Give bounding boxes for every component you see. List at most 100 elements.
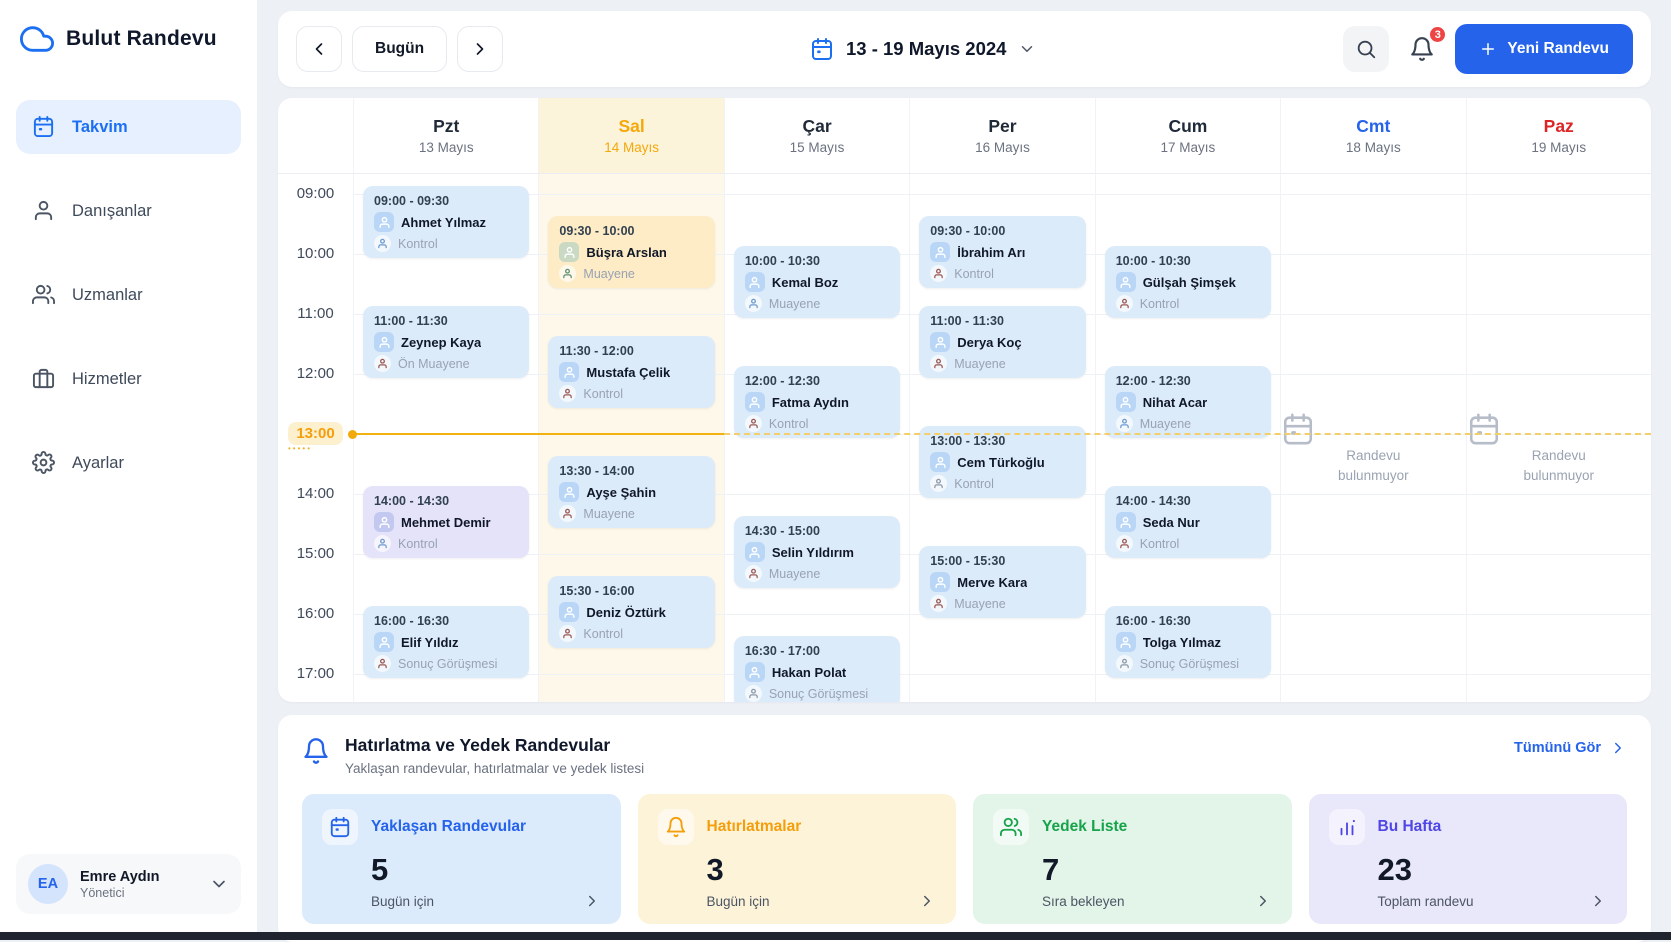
sidebar-item-ayarlar[interactable]: Ayarlar (16, 436, 241, 490)
staff-avatar-icon (559, 625, 577, 642)
chevron-down-icon[interactable] (209, 874, 229, 894)
next-week-button[interactable] (457, 26, 504, 72)
no-appointments-label: Randevu bulunmuyor (1338, 448, 1409, 484)
patient-avatar-icon (559, 362, 580, 382)
current-hour-dots: ••••• (288, 444, 313, 453)
stat-caption: Toplam randevu (1377, 893, 1474, 909)
appointment-card[interactable]: 11:00 - 11:30 Zeynep Kaya Ön Muayene (363, 306, 530, 378)
today-button[interactable]: Bugün (352, 26, 448, 72)
calendar-icon (1281, 412, 1465, 446)
search-button[interactable] (1343, 26, 1390, 72)
staff-avatar-icon (1115, 535, 1133, 552)
appointment-time: 16:00 - 16:30 (374, 614, 450, 628)
patient-name: Ahmet Yılmaz (401, 214, 487, 230)
day-header-sal: Sal 14 Mayıs (538, 98, 724, 173)
appointment-card[interactable]: 13:30 - 14:00 Ayşe Şahin Muayene (548, 456, 715, 528)
calendar-icon (322, 809, 358, 845)
appointment-card[interactable]: 15:30 - 16:00 Deniz Öztürk Kontrol (548, 576, 715, 648)
day-column-çar: 10:00 - 10:30 Kemal Boz Muayene 12:00 - … (723, 174, 910, 702)
sidebar-item-danisanlar[interactable]: Danışanlar (16, 184, 241, 238)
hour-text: 10:00 (296, 245, 335, 262)
see-all-link[interactable]: Tümünü Gör (1514, 739, 1627, 757)
topbar: Bugün 13 - 19 Mayıs 2024 3 Yeni Randevu (278, 11, 1651, 87)
chevron-right-icon[interactable] (918, 892, 936, 910)
appointment-card[interactable]: 14:00 - 14:30 Seda Nur Kontrol (1104, 486, 1272, 558)
chevron-right-icon (470, 39, 490, 59)
new-appointment-button[interactable]: Yeni Randevu (1455, 24, 1633, 74)
topbar-actions: 3 Yeni Randevu (1343, 24, 1633, 74)
person-icon (32, 199, 56, 223)
briefcase-icon (32, 367, 56, 391)
day-columns: 09:00 - 09:30 Ahmet Yılmaz Kontrol 11:00… (353, 174, 1651, 702)
appointment-card[interactable]: 14:30 - 15:00 Selin Yıldırım Muayene (733, 516, 901, 588)
appointment-card[interactable]: 14:00 - 14:30 Mehmet Demir Kontrol (363, 486, 530, 558)
patient-avatar-icon (374, 512, 394, 532)
day-column-per: 09:30 - 10:00 İbrahim Arı Kontrol 11:00 … (909, 174, 1095, 702)
hour-text: 12:00 (296, 365, 335, 382)
patient-avatar-icon (930, 242, 951, 262)
calendar-icon (1467, 412, 1651, 446)
calendar-icon (32, 115, 56, 139)
user-profile-card[interactable]: EA Emre Aydın Yönetici (16, 854, 241, 914)
stat-card-green[interactable]: Yedek Liste 7 Sıra bekleyen (973, 794, 1292, 924)
patient-avatar-icon (930, 572, 951, 592)
appointment-time: 16:00 - 16:30 (1115, 614, 1191, 628)
stat-card-yellow[interactable]: Hatırlatmalar 3 Bugün için (637, 794, 956, 924)
appointment-card[interactable]: 12:00 - 12:30 Fatma Aydın Kontrol (733, 366, 901, 438)
sidebar-item-hizmetler[interactable]: Hizmetler (16, 352, 241, 406)
stat-value: 5 (371, 852, 389, 887)
date-range-picker[interactable]: 13 - 19 Mayıs 2024 (503, 37, 1343, 61)
patient-name: Ayşe Şahin (586, 484, 657, 500)
appointment-card[interactable]: 16:00 - 16:30 Elif Yıldız Sonuç Görüşmes… (363, 606, 530, 678)
sidebar-item-takvim[interactable]: Takvim (16, 100, 241, 154)
appointment-card[interactable]: 09:30 - 10:00 Büşra Arslan Muayene (548, 216, 715, 288)
day-name: Paz (1543, 116, 1574, 136)
appointment-time: 14:00 - 14:30 (374, 494, 450, 508)
appointment-card[interactable]: 10:00 - 10:30 Kemal Boz Muayene (733, 246, 901, 318)
chevron-right-icon[interactable] (1254, 892, 1272, 910)
patient-avatar-icon (1115, 272, 1136, 292)
chevron-left-icon (309, 39, 329, 59)
chevron-right-icon[interactable] (1589, 892, 1607, 910)
appointment-time: 12:00 - 12:30 (744, 374, 820, 388)
patient-name: Nihat Acar (1142, 394, 1208, 410)
hour-label: 12:00 ••••• (278, 362, 353, 385)
appointment-card[interactable]: 09:30 - 10:00 İbrahim Arı Kontrol (919, 216, 1086, 288)
appointment-card[interactable]: 11:00 - 11:30 Derya Koç Muayene (919, 306, 1086, 378)
appointment-type: Muayene (954, 356, 1006, 371)
appointment-time: 09:30 - 10:00 (559, 224, 635, 238)
sidebar-item-uzmanlar[interactable]: Uzmanlar (16, 268, 241, 322)
patient-name: Mustafa Çelik (586, 364, 671, 380)
appointment-type: Muayene (768, 566, 821, 581)
appointment-type: Kontrol (398, 236, 438, 251)
day-date: 18 Mayıs (1345, 140, 1401, 155)
appointment-time: 14:00 - 14:30 (1115, 494, 1191, 508)
sidebar-item-label: Hizmetler (72, 369, 142, 388)
hour-text: 13:00 (288, 422, 343, 445)
appointment-card[interactable]: 16:00 - 16:30 Tolga Yılmaz Sonuç Görüşme… (1104, 606, 1272, 678)
chevron-right-icon[interactable] (583, 892, 601, 910)
appointment-card[interactable]: 11:30 - 12:00 Mustafa Çelik Kontrol (548, 336, 715, 408)
appointment-card[interactable]: 09:00 - 09:30 Ahmet Yılmaz Kontrol (363, 186, 530, 258)
patient-name: İbrahim Arı (957, 244, 1026, 260)
sidebar: Bulut Randevu Takvim Danışanlar Uzmanlar… (0, 0, 258, 932)
hour-text: 17:00 (296, 665, 335, 682)
patient-avatar-icon (559, 482, 580, 502)
see-all-label: Tümünü Gör (1514, 740, 1601, 756)
appointment-card[interactable]: 13:00 - 13:30 Cem Türkoğlu Kontrol (919, 426, 1086, 498)
notifications-button[interactable]: 3 (1405, 25, 1448, 66)
appointment-card[interactable]: 12:00 - 12:30 Nihat Acar Muayene (1104, 366, 1272, 438)
prev-week-button[interactable] (296, 26, 342, 72)
appointment-card[interactable]: 15:00 - 15:30 Merve Kara Muayene (919, 546, 1086, 618)
stat-card-purple[interactable]: Bu Hafta 23 Toplam randevu (1308, 794, 1627, 924)
appointment-card[interactable]: 10:00 - 10:30 Gülşah Şimşek Kontrol (1104, 246, 1272, 318)
stat-card-blue[interactable]: Yaklaşan Randevular 5 Bugün için (302, 794, 621, 924)
appointment-type: Kontrol (954, 266, 994, 281)
staff-avatar-icon (374, 655, 391, 672)
appointment-type: Muayene (954, 596, 1006, 611)
patient-avatar-icon (1115, 632, 1136, 652)
stat-caption: Bugün için (706, 893, 770, 909)
appointment-card[interactable]: 16:30 - 17:00 Hakan Polat Sonuç Görüşmes… (733, 636, 901, 702)
hour-text: 11:00 (297, 305, 334, 322)
